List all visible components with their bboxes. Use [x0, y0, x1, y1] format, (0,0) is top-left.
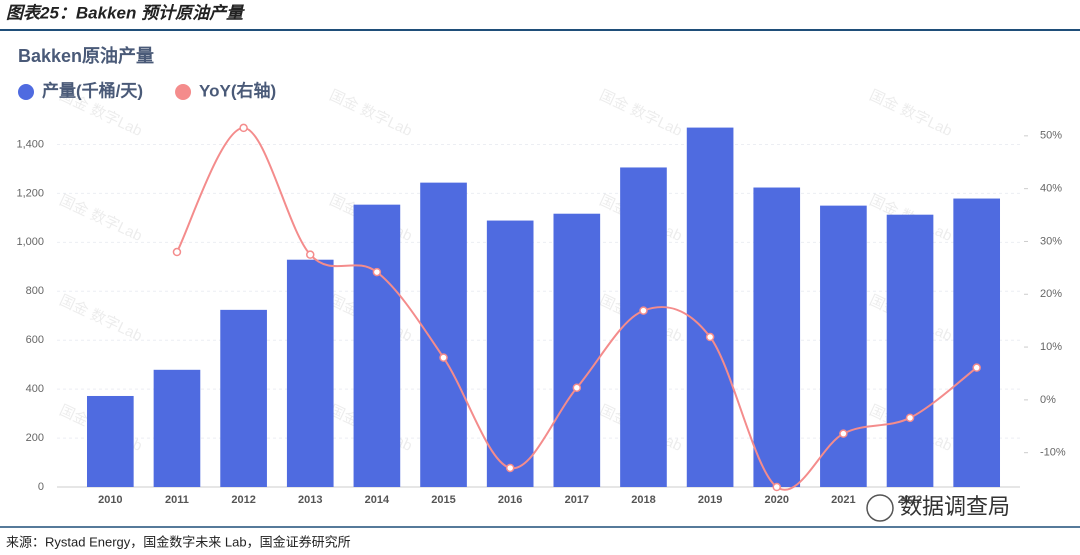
watermark: 国金 数字Lab [327, 87, 415, 140]
bar [353, 204, 401, 487]
legend-swatch [18, 84, 34, 100]
y-tick-label: 200 [26, 432, 44, 444]
y2-tick-label: 10% [1040, 341, 1062, 353]
bar [486, 220, 534, 488]
bar [886, 214, 934, 487]
bar [153, 369, 201, 487]
chart-title: Bakken原油产量 [18, 45, 154, 66]
x-tick-label: 2015 [431, 494, 455, 506]
y2-tick-label: 50% [1040, 130, 1062, 142]
badge: 数据调查局 [900, 494, 1010, 519]
y2-tick-label: 30% [1040, 235, 1062, 247]
line-point [839, 429, 848, 438]
x-tick-label: 2013 [298, 494, 322, 506]
x-tick-label: 2020 [765, 494, 789, 506]
x-tick-label: 2022 [898, 494, 922, 506]
badge-icon [866, 494, 894, 522]
legend-swatch [175, 84, 192, 100]
bar [553, 213, 601, 487]
watermark: 国金 数字Lab [57, 192, 145, 245]
watermark: 国金 数字Lab [57, 292, 145, 345]
y-tick-label: 800 [26, 285, 44, 297]
line-point [239, 123, 248, 133]
line-point [306, 250, 315, 259]
y-tick-label: 400 [26, 383, 44, 395]
line-point [772, 482, 781, 492]
line [176, 126, 978, 491]
y2-tick-label: 40% [1040, 183, 1062, 195]
legend-label: YoY(右轴) [199, 80, 276, 100]
y-tick-label: 1,000 [16, 236, 44, 248]
line-point [639, 306, 648, 315]
y2-tick-label: 0% [1040, 394, 1056, 406]
bar [220, 309, 267, 487]
y2-tick-label: -10% [1040, 447, 1066, 459]
x-tick-label: 2017 [565, 494, 589, 506]
bar [286, 259, 334, 487]
bar [820, 205, 867, 487]
x-tick-label: 2014 [365, 494, 390, 506]
x-tick-label: 2012 [231, 494, 255, 506]
line-point [172, 247, 182, 257]
bar [686, 127, 734, 488]
x-tick-label: 2010 [98, 494, 122, 506]
line-point [972, 363, 981, 372]
watermark: 国金 数字Lab [597, 87, 685, 140]
bar [953, 198, 1001, 487]
bar [620, 167, 667, 487]
y-tick-label: 1,400 [16, 138, 44, 150]
y-tick-label: 1,200 [16, 187, 44, 199]
x-tick-label: 2016 [498, 494, 522, 506]
y-tick-label: 600 [26, 334, 44, 346]
source: 来源：Rystad Energy，国金数字未来 Lab，国金证券研究所 [6, 534, 351, 549]
x-tick-label: 2011 [165, 494, 189, 506]
legend-label: 产量(千桶/天) [42, 80, 143, 100]
bar [86, 395, 134, 487]
line-point [572, 383, 582, 392]
y2-tick-label: 20% [1040, 288, 1062, 300]
watermark: 国金 数字Lab [867, 87, 955, 140]
x-tick-label: 2021 [831, 494, 855, 506]
line-point [705, 332, 715, 342]
y-tick-label: 0 [38, 481, 44, 493]
line-point [372, 267, 382, 277]
line-point [505, 463, 515, 473]
line-point [905, 413, 915, 423]
header-title: 图表25：Bakken 预计原油产量 [6, 3, 245, 22]
x-tick-label: 2018 [631, 494, 655, 506]
bar [753, 187, 801, 487]
line-point [439, 353, 448, 362]
x-tick-label: 2019 [698, 494, 722, 506]
